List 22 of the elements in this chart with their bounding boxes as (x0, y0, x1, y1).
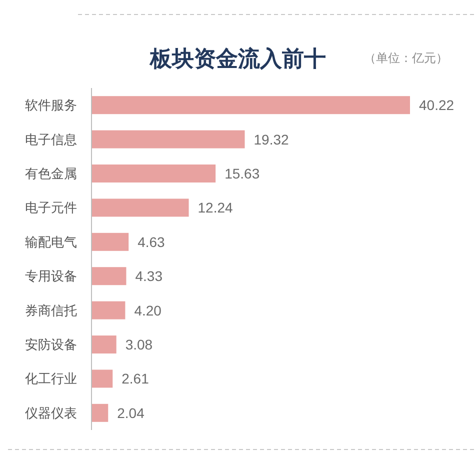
title: 板块资金流入前十 (150, 46, 326, 71)
category-label: 专用设备 (25, 268, 77, 284)
value-label: 2.61 (122, 370, 149, 387)
value-label: 4.20 (134, 302, 162, 318)
category-label: 软件服务 (25, 98, 77, 113)
value-label: 3.08 (125, 336, 153, 352)
value-label: 15.63 (224, 166, 260, 182)
category-label: 仪器仪表 (25, 405, 77, 420)
value-label: 40.22 (419, 97, 454, 114)
category-label: 有色金属 (25, 166, 77, 181)
subtitle: （单位：亿元） (364, 51, 448, 65)
value-label: 12.24 (198, 200, 233, 216)
value-label: 4.33 (135, 268, 162, 284)
category-label: 电子元件 (25, 200, 77, 216)
value-label: 4.63 (138, 234, 165, 250)
category-label: 券商信托 (25, 302, 77, 318)
category-label: 安防设备 (25, 337, 77, 352)
value-label: 19.32 (254, 131, 289, 148)
category-label: 化工行业 (25, 371, 77, 386)
category-label: 输配电气 (25, 234, 77, 250)
value-label: 2.04 (117, 404, 144, 421)
category-label: 电子信息 (25, 132, 77, 147)
